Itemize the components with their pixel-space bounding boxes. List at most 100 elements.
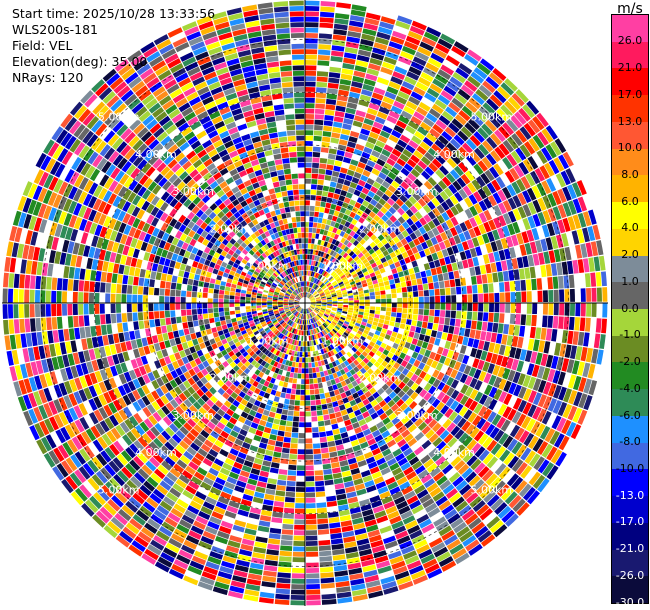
- range-gate-cell: [316, 303, 322, 305]
- range-gate-cell: [305, 438, 313, 444]
- range-gate-cell: [437, 38, 453, 50]
- range-gate-cell: [305, 259, 308, 265]
- range-gate-cell: [286, 480, 296, 487]
- range-gate-cell: [446, 81, 460, 93]
- range-gate-cell: [333, 284, 339, 288]
- range-gate-cell: [366, 107, 378, 116]
- range-gate-cell: [284, 497, 295, 503]
- range-gate-cell: [334, 18, 349, 25]
- range-gate-cell: [561, 358, 570, 372]
- range-gate-cell: [446, 142, 458, 154]
- range-gate-cell: [94, 314, 101, 326]
- range-gate-cell: [493, 163, 504, 176]
- range-gate-cell: [403, 105, 415, 115]
- range-gate-cell: [315, 195, 322, 202]
- range-gate-cell: [375, 299, 381, 303]
- range-gate-cell: [335, 183, 343, 190]
- range-gate-cell: [334, 285, 340, 290]
- range-gate-cell: [306, 567, 320, 573]
- range-gate-cell: [535, 327, 542, 340]
- range-gate-cell: [511, 258, 519, 270]
- range-gate-cell: [477, 284, 483, 294]
- range-gate-cell: [203, 313, 209, 320]
- range-gate-cell: [400, 281, 407, 288]
- range-gate-cell: [345, 263, 352, 269]
- range-gate-cell: [322, 252, 327, 258]
- range-gate-cell: [548, 159, 560, 175]
- range-gate-cell: [307, 281, 310, 287]
- range-gate-cell: [548, 250, 556, 264]
- range-gate-cell: [292, 551, 305, 557]
- range-gate-cell: [591, 287, 597, 302]
- range-gate-cell: [408, 139, 419, 150]
- range-gate-cell: [464, 219, 473, 230]
- range-gate-cell: [186, 309, 192, 316]
- range-gate-cell: [234, 306, 240, 311]
- range-gate-cell: [410, 223, 418, 232]
- range-gate-cell: [116, 303, 122, 313]
- range-gate-cell: [518, 268, 526, 280]
- range-gate-cell: [224, 311, 230, 316]
- range-gate-cell: [327, 304, 332, 306]
- range-gate-cell: [445, 310, 451, 318]
- range-gate-cell: [291, 567, 305, 573]
- range-gate-cell: [572, 259, 579, 274]
- range-gate-cell: [396, 241, 403, 249]
- range-gate-cell: [321, 284, 326, 289]
- range-gate-cell: [382, 250, 389, 257]
- range-gate-cell: [506, 153, 518, 167]
- range-gate-cell: [363, 271, 370, 277]
- range-gate-cell: [218, 294, 224, 299]
- range-gate-cell: [417, 314, 424, 322]
- range-gate-cell: [334, 188, 342, 195]
- range-gate-cell: [532, 303, 538, 315]
- range-gate-cell: [281, 409, 289, 416]
- range-gate-cell: [286, 421, 293, 427]
- range-gate-cell: [432, 123, 444, 135]
- range-gate-cell: [440, 303, 446, 310]
- range-gate-cell: [535, 352, 543, 365]
- range-gate-cell: [466, 311, 473, 320]
- range-gate-cell: [531, 227, 540, 241]
- range-gate-cell: [337, 144, 347, 151]
- range-gate-cell: [365, 112, 376, 121]
- range-gate-cell: [137, 312, 144, 321]
- range-gate-cell: [386, 298, 392, 303]
- range-gate-cell: [364, 309, 370, 313]
- range-gate-cell: [314, 125, 323, 131]
- range-gate-cell: [448, 102, 461, 114]
- range-gate-cell: [307, 243, 311, 249]
- range-gate-cell: [461, 142, 473, 154]
- range-gate-cell: [363, 289, 369, 294]
- range-gate-cell: [51, 304, 57, 317]
- range-gate-cell: [356, 270, 363, 276]
- range-gate-cell: [318, 256, 323, 263]
- range-gate-cell: [305, 238, 309, 244]
- range-gate-cell: [132, 312, 138, 322]
- range-gate-cell: [328, 148, 337, 155]
- range-gate-cell: [154, 318, 161, 327]
- range-gate-cell: [121, 294, 127, 303]
- range-gate-cell: [219, 311, 225, 317]
- range-gate-cell: [418, 76, 431, 87]
- range-gate-cell: [479, 58, 495, 71]
- range-gate-cell: [532, 213, 541, 227]
- range-gate-cell: [434, 73, 449, 85]
- range-gate-cell: [500, 237, 509, 249]
- range-gate-cell: [516, 256, 524, 269]
- range-gate-cell: [514, 348, 522, 360]
- range-gate-cell: [317, 420, 325, 427]
- range-gate-cell: [343, 239, 350, 246]
- range-gate-cell: [294, 508, 305, 514]
- range-gate-cell: [305, 535, 318, 541]
- range-gate-cell: [373, 214, 381, 222]
- range-gate-cell: [414, 130, 425, 141]
- range-gate-cell: [545, 264, 552, 277]
- range-gate-cell: [372, 47, 386, 56]
- range-gate-cell: [327, 192, 334, 198]
- range-gate-cell: [312, 157, 320, 163]
- range-gate-cell: [448, 184, 458, 195]
- range-gate-cell: [181, 315, 188, 323]
- range-gate-cell: [94, 281, 101, 293]
- range-gate-cell: [377, 234, 385, 242]
